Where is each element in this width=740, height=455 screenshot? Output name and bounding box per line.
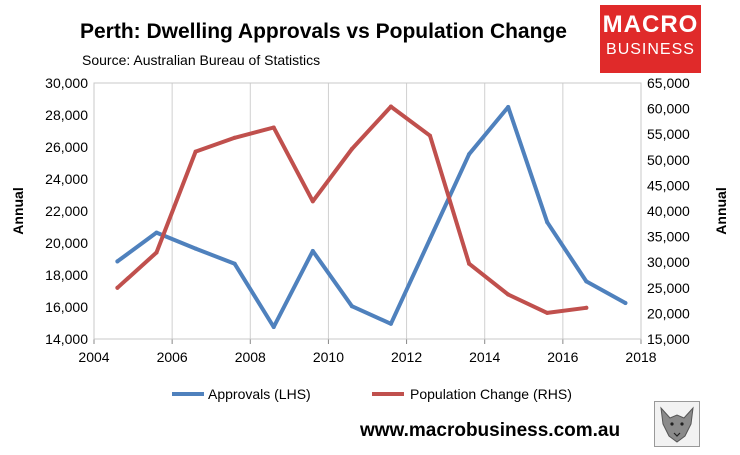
wolf-logo-icon <box>654 401 700 447</box>
y-right-tick-label: 60,000 <box>647 101 690 117</box>
data-point <box>193 149 198 154</box>
legend: Approvals (LHS) Population Change (RHS) <box>172 386 572 402</box>
x-tick-label: 2008 <box>235 349 266 365</box>
data-point <box>506 105 511 109</box>
y-left-tick-label: 16,000 <box>45 299 88 315</box>
data-point <box>388 321 393 326</box>
y-right-tick-label: 50,000 <box>647 152 690 168</box>
y-left-tick-label: 22,000 <box>45 203 88 219</box>
y-left-tick-label: 18,000 <box>45 267 88 283</box>
logo-line-2: BUSINESS <box>606 41 695 58</box>
data-point <box>467 261 472 266</box>
logo-line-1: MACRO <box>602 11 699 38</box>
data-point <box>115 259 120 264</box>
series-lines <box>115 104 628 329</box>
legend-label-approvals: Approvals (LHS) <box>208 386 311 402</box>
y-right-tick-label: 35,000 <box>647 229 690 245</box>
grid-lines <box>93 83 642 344</box>
data-point <box>545 310 550 315</box>
y-left-tick-label: 14,000 <box>45 331 88 347</box>
data-point <box>545 220 550 225</box>
data-point <box>467 152 472 157</box>
x-tick-label: 2018 <box>625 349 656 365</box>
tick-labels: 2004 2006 2008 2010 2012 2014 2016 2018 14,000 16… <box>45 75 690 365</box>
y-axis-left-label: Annual <box>10 187 26 234</box>
data-point <box>428 133 433 138</box>
y-axis-right-label: Annual <box>713 187 729 234</box>
data-point <box>310 249 315 253</box>
y-right-tick-label: 65,000 <box>647 75 690 91</box>
series-line-population <box>115 104 589 315</box>
data-point <box>271 125 276 130</box>
y-left-tick-label: 30,000 <box>45 75 88 91</box>
data-point <box>154 250 159 255</box>
chart-title: Perth: Dwelling Approvals vs Population … <box>80 20 567 43</box>
data-point <box>388 104 393 109</box>
data-point <box>193 246 198 251</box>
y-right-tick-label: 25,000 <box>647 280 690 296</box>
y-left-tick-label: 24,000 <box>45 171 88 187</box>
x-tick-label: 2014 <box>469 349 500 365</box>
data-point <box>584 279 589 284</box>
y-right-tick-label: 20,000 <box>647 305 690 321</box>
y-right-tick-label: 55,000 <box>647 126 690 142</box>
chart-subtitle: Source: Australian Bureau of Statistics <box>82 52 321 68</box>
x-tick-label: 2016 <box>547 349 578 365</box>
x-tick-label: 2012 <box>391 349 422 365</box>
data-point <box>232 261 237 266</box>
data-point <box>154 230 159 235</box>
series-line-approvals <box>115 105 628 329</box>
data-point <box>349 304 354 309</box>
data-point <box>310 199 315 204</box>
website-url: www.macrobusiness.com.au <box>360 420 621 441</box>
y-right-tick-label: 15,000 <box>647 331 690 347</box>
macrobusiness-logo: MACRO BUSINESS <box>600 5 701 73</box>
y-right-tick-label: 40,000 <box>647 203 690 219</box>
x-tick-label: 2006 <box>157 349 188 365</box>
data-point <box>506 292 511 297</box>
data-point <box>115 285 120 290</box>
data-point <box>428 237 433 241</box>
x-tick-label: 2010 <box>313 349 344 365</box>
y-left-tick-label: 20,000 <box>45 235 88 251</box>
data-point <box>271 325 276 329</box>
data-point <box>584 305 589 310</box>
y-left-tick-label: 28,000 <box>45 107 88 123</box>
data-point <box>349 147 354 152</box>
data-point <box>232 135 237 140</box>
legend-label-population: Population Change (RHS) <box>410 386 572 402</box>
y-right-tick-label: 30,000 <box>647 254 690 270</box>
y-left-tick-label: 26,000 <box>45 139 88 155</box>
y-right-tick-label: 45,000 <box>647 177 690 193</box>
data-point <box>623 301 628 305</box>
x-tick-label: 2004 <box>78 349 109 365</box>
plot-area-border <box>93 82 642 340</box>
